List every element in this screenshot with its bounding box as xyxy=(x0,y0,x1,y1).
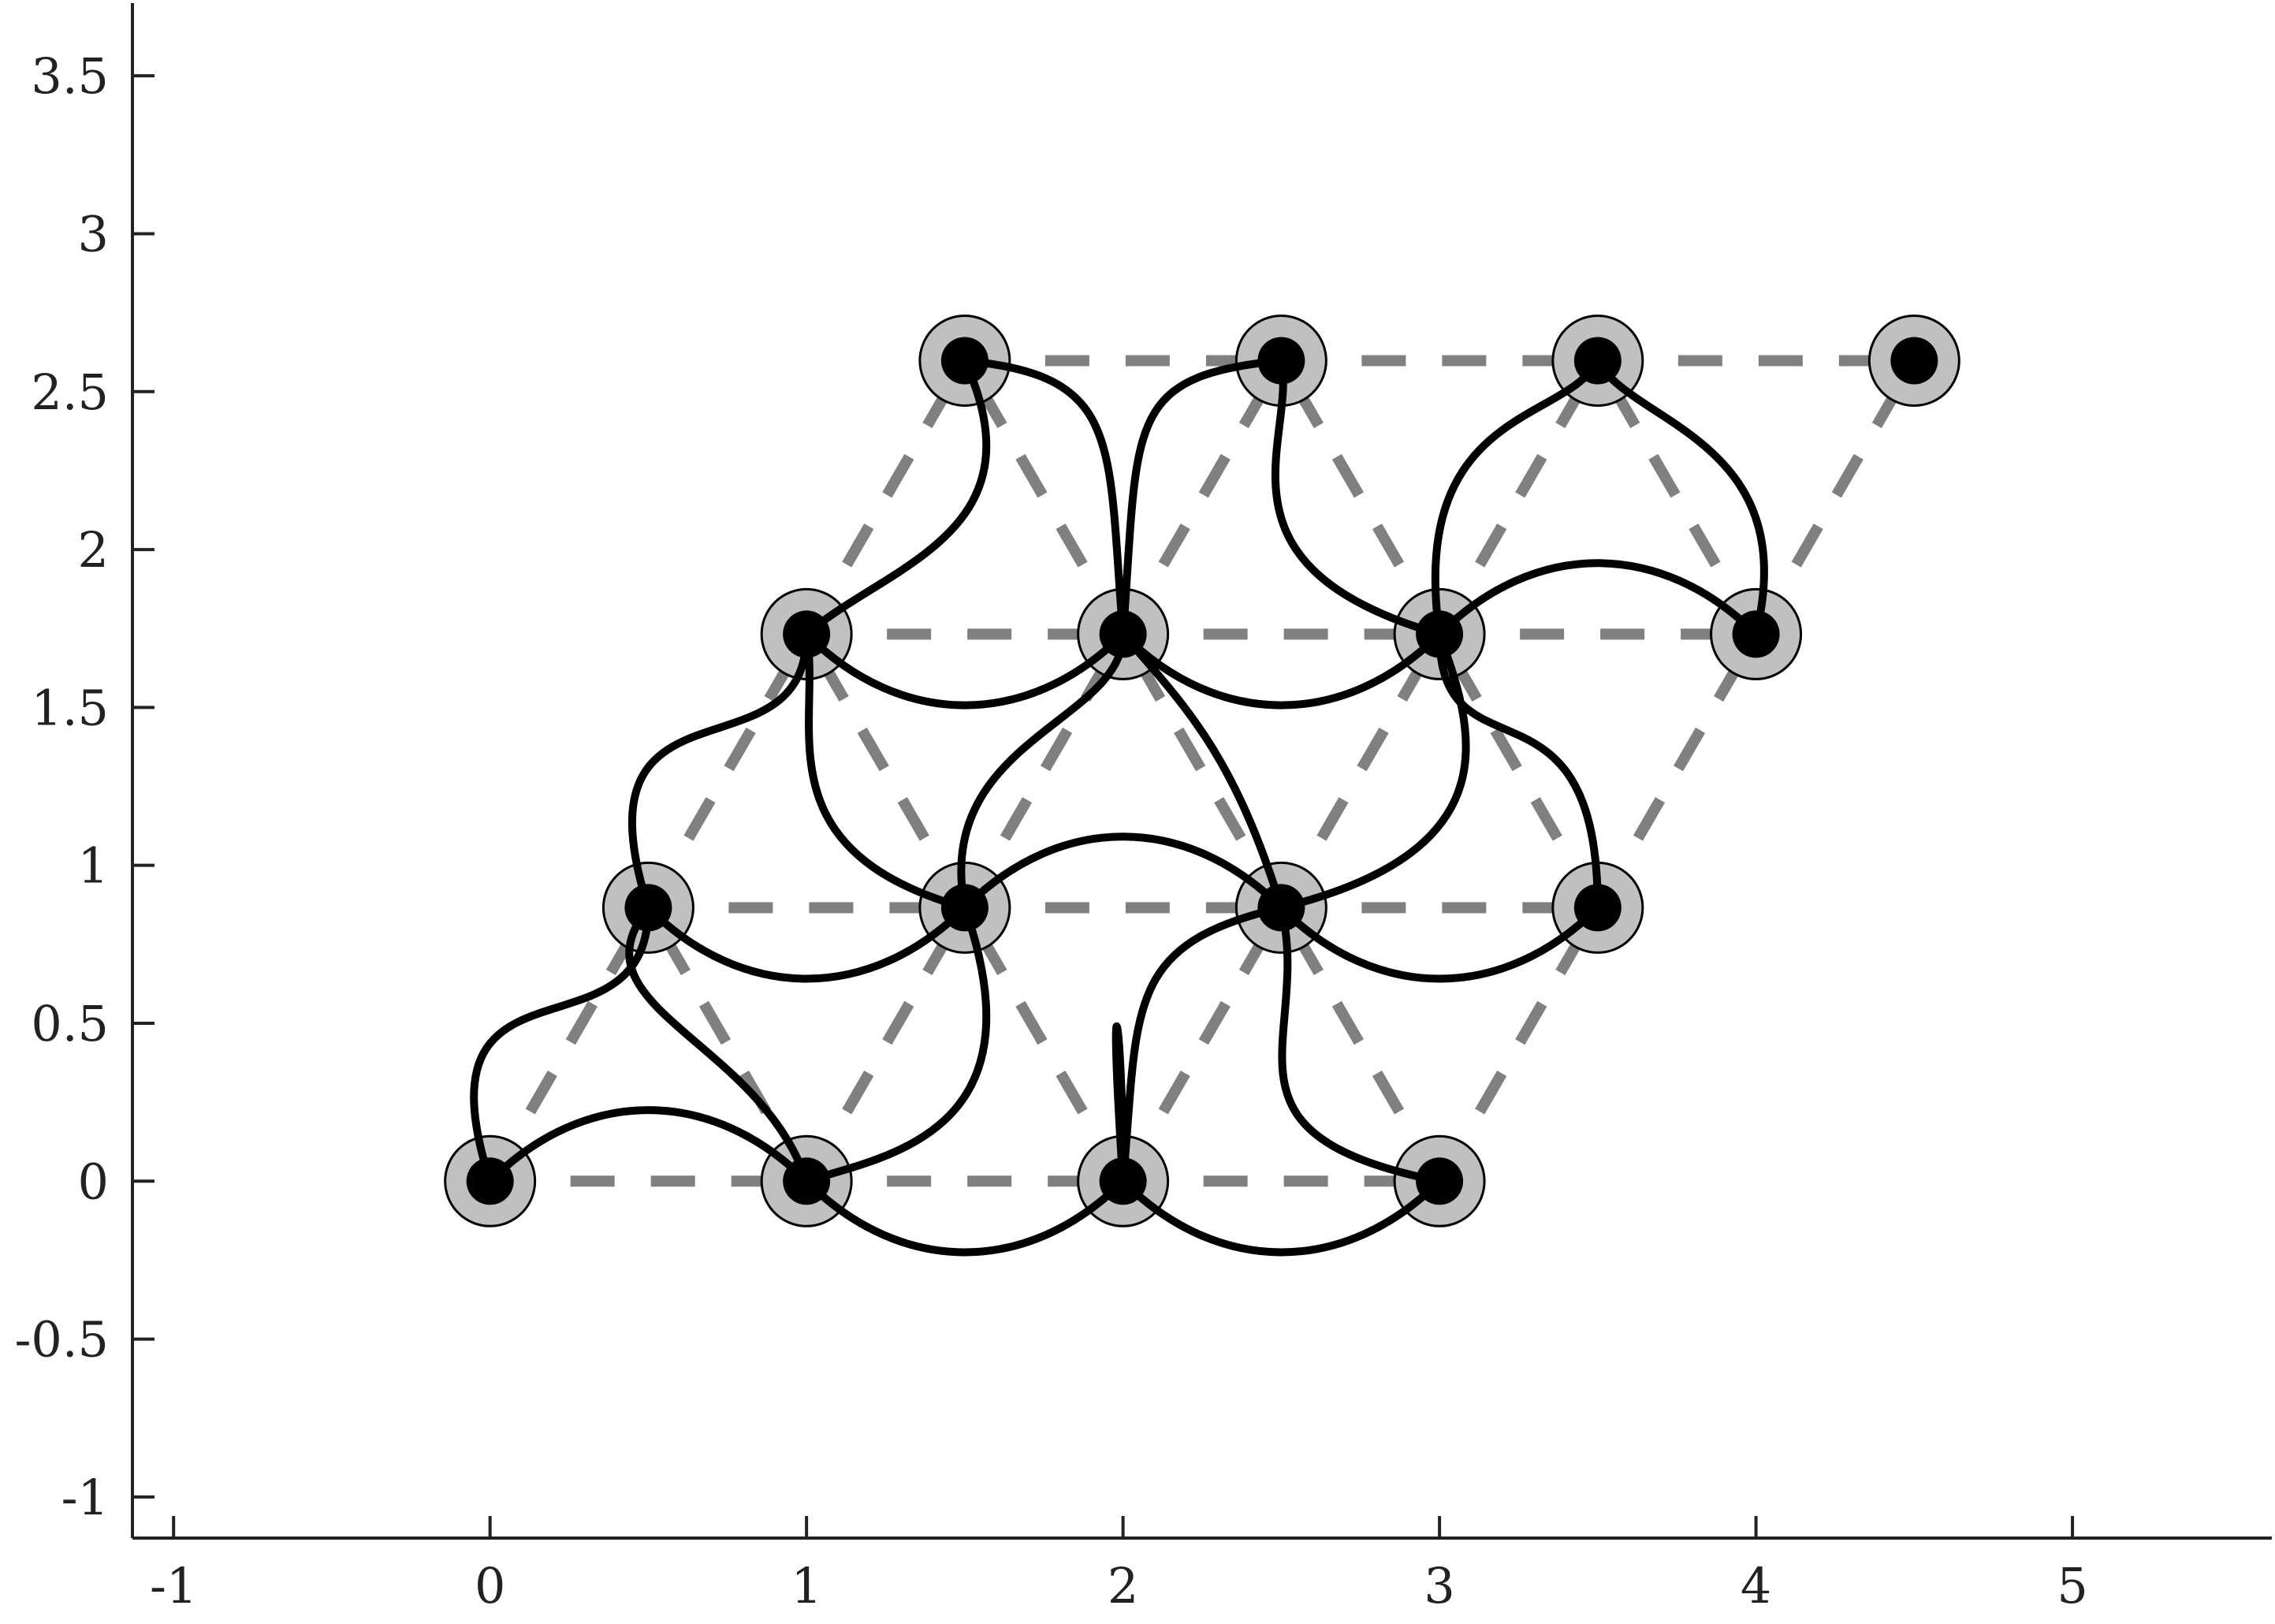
node-core xyxy=(1573,337,1622,385)
lattice-edge xyxy=(802,357,970,637)
connector-curve xyxy=(802,630,969,912)
node-core xyxy=(1257,337,1305,385)
connector-curve xyxy=(802,356,991,639)
lattice-edge xyxy=(1118,631,1286,911)
lattice-edge xyxy=(1751,357,1919,637)
y-tick-label: 2 xyxy=(78,521,109,579)
connector-curve xyxy=(1593,356,1768,639)
node-core xyxy=(940,337,989,385)
lattice-edge xyxy=(1276,357,1445,637)
connector-curve xyxy=(1277,630,1470,912)
connector-curve xyxy=(1277,903,1602,983)
y-tick-label: 3 xyxy=(78,205,109,263)
lattice-edge xyxy=(1592,357,1761,637)
node-core xyxy=(1732,610,1780,658)
node-core xyxy=(783,610,831,658)
node-core xyxy=(1416,1157,1464,1205)
y-tick-label: 0 xyxy=(78,1153,109,1210)
lattice-edge xyxy=(959,357,1128,637)
y-ticks: -1 -0.5 0 0.5 1 1.5 2 2.5 3 3.5 xyxy=(14,47,155,1526)
x-tick-label: 4 xyxy=(1741,1557,1771,1615)
node-core xyxy=(466,1157,514,1205)
connector-curve xyxy=(1435,559,1760,639)
connector-curve xyxy=(1119,630,1444,710)
x-tick-label: 2 xyxy=(1108,1557,1138,1615)
connector-curve xyxy=(1431,356,1602,639)
node-core xyxy=(1573,884,1622,932)
y-tick-label: 0.5 xyxy=(31,995,109,1052)
connector-curve xyxy=(802,630,1127,710)
node-core xyxy=(1890,337,1938,385)
y-tick-label: 1.5 xyxy=(31,679,109,736)
x-tick-label: -1 xyxy=(150,1557,197,1615)
connector-curve xyxy=(644,903,969,983)
y-tick-label: 3.5 xyxy=(31,47,109,105)
axes xyxy=(131,3,2272,1540)
x-tick-label: 5 xyxy=(2057,1557,2087,1615)
x-tick-label: 0 xyxy=(475,1557,505,1615)
connector-curves xyxy=(470,356,1768,1257)
lattice-edge xyxy=(1276,631,1445,911)
node-core xyxy=(940,884,989,932)
connector-curve xyxy=(1111,1022,1127,1186)
node-core xyxy=(1099,610,1147,658)
node-core xyxy=(624,884,672,932)
lattice-edge xyxy=(1435,904,1603,1184)
lattice-edge xyxy=(1118,357,1286,637)
core-nodes xyxy=(466,337,1938,1205)
x-tick-label: 1 xyxy=(791,1557,821,1615)
lattice-edge xyxy=(802,904,970,1184)
connector-curve xyxy=(1119,1177,1444,1257)
y-tick-label: -0.5 xyxy=(14,1311,109,1369)
lattice-edge xyxy=(1435,631,1603,911)
y-tick-label: 2.5 xyxy=(31,363,109,421)
connector-curve xyxy=(486,1106,811,1186)
lattice-edge xyxy=(643,631,812,911)
lattice-edge xyxy=(959,631,1128,911)
x-tick-label: 3 xyxy=(1424,1557,1454,1615)
connector-curve xyxy=(960,832,1286,912)
y-tick-label: 1 xyxy=(78,837,109,895)
node-core xyxy=(1099,1157,1147,1205)
halo-nodes xyxy=(444,314,1960,1227)
lattice-edge xyxy=(485,904,653,1184)
lattice-edge xyxy=(802,631,970,911)
connector-curve xyxy=(1119,903,1286,1186)
connector-curve xyxy=(957,630,1127,912)
node-core xyxy=(783,1157,831,1205)
connector-curve xyxy=(1119,630,1286,912)
lattice-edge xyxy=(1592,631,1761,911)
lattice-edge xyxy=(1435,357,1603,637)
connector-curve xyxy=(1271,356,1444,639)
lattice-edge xyxy=(1276,904,1445,1184)
lattice-edge xyxy=(959,904,1128,1184)
connector-curve xyxy=(1435,630,1602,912)
node-core xyxy=(1416,610,1464,658)
connector-curve xyxy=(960,356,1127,639)
connector-curve xyxy=(1277,903,1444,1186)
lattice-edges xyxy=(485,355,1919,1187)
connector-curve xyxy=(625,903,811,1186)
connector-curve xyxy=(802,903,991,1186)
connector-curve xyxy=(802,1177,1127,1257)
connector-curve xyxy=(1119,356,1286,639)
x-ticks: -1 0 1 2 3 4 5 xyxy=(150,1516,2088,1615)
connector-curve xyxy=(470,903,653,1186)
lattice-edge xyxy=(643,904,812,1184)
lattice-edge xyxy=(1118,904,1286,1184)
y-tick-label: -1 xyxy=(61,1469,109,1526)
node-core xyxy=(1257,884,1305,932)
connector-curve xyxy=(628,630,811,912)
